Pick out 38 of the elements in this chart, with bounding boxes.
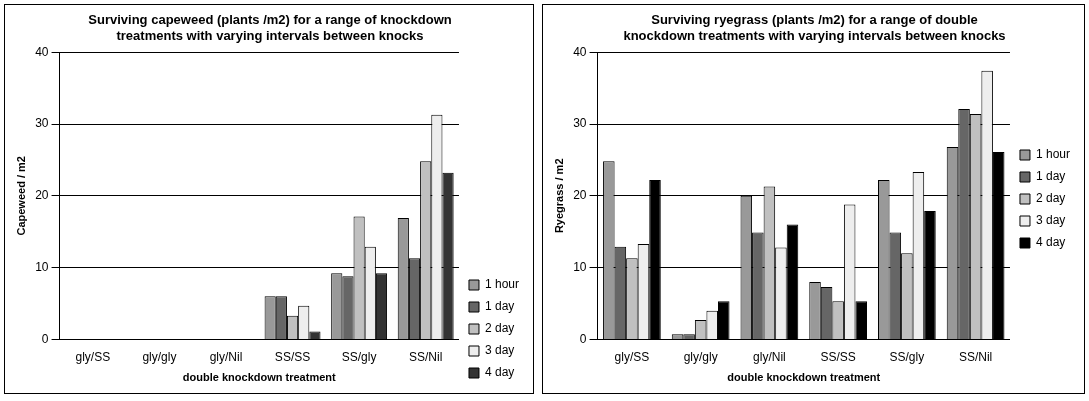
legend-label: 1 day bbox=[1035, 169, 1066, 184]
y-axis-title: Ryegrass / m2 bbox=[552, 158, 565, 234]
x-tick-label: gly/SS bbox=[75, 349, 111, 364]
y-tick-label: 20 bbox=[573, 188, 587, 203]
y-axis-title: Capeweed / m2 bbox=[14, 156, 27, 236]
legend-label: 4 day bbox=[1035, 235, 1066, 250]
x-axis-title: double knockdown treatment bbox=[727, 371, 881, 384]
legend-label: 2 day bbox=[1035, 191, 1066, 206]
x-tick-label: gly/gly bbox=[683, 349, 718, 364]
x-tick-label: SS/gly bbox=[889, 349, 925, 364]
y-tick-label: 40 bbox=[573, 44, 587, 59]
x-tick-label: SS/gly bbox=[341, 349, 377, 364]
legend-label: 2 day bbox=[484, 321, 515, 336]
x-tick-label: gly/Nil bbox=[209, 349, 243, 364]
legend-label: 3 day bbox=[1035, 213, 1066, 228]
x-tick-label: gly/SS bbox=[614, 349, 650, 364]
legend-label: 1 hour bbox=[484, 277, 520, 292]
x-tick-label: gly/gly bbox=[142, 349, 177, 364]
y-tick-label: 40 bbox=[35, 44, 49, 59]
y-tick-label: 10 bbox=[35, 259, 49, 274]
x-axis-title: double knockdown treatment bbox=[182, 371, 336, 384]
x-tick-label: SS/Nil bbox=[958, 349, 993, 364]
chart-title: Surviving ryegrass (plants /m2) for a range of double knockdown treatments with varying intervals between knocks bbox=[623, 12, 1006, 43]
legend-label: 3 day bbox=[484, 343, 515, 358]
x-tick-label: gly/Nil bbox=[753, 349, 786, 364]
y-tick-label: 10 bbox=[573, 259, 587, 274]
x-tick-label: SS/SS bbox=[274, 349, 311, 364]
legend-label: 1 hour bbox=[1035, 147, 1071, 162]
y-tick-label: 30 bbox=[35, 116, 49, 131]
y-tick-label: 20 bbox=[35, 188, 49, 203]
legend-label: 1 day bbox=[484, 299, 515, 314]
y-tick-label: 0 bbox=[41, 331, 49, 346]
legend-label: 4 day bbox=[484, 365, 515, 380]
y-tick-label: 0 bbox=[579, 331, 587, 346]
y-tick-label: 30 bbox=[573, 116, 587, 131]
x-tick-label: SS/Nil bbox=[409, 349, 443, 364]
chart-title: Surviving capeweed (plants /m2) for a range of knockdown treatments with varying intervals between knocks bbox=[88, 12, 452, 43]
x-tick-label: SS/SS bbox=[820, 349, 856, 364]
